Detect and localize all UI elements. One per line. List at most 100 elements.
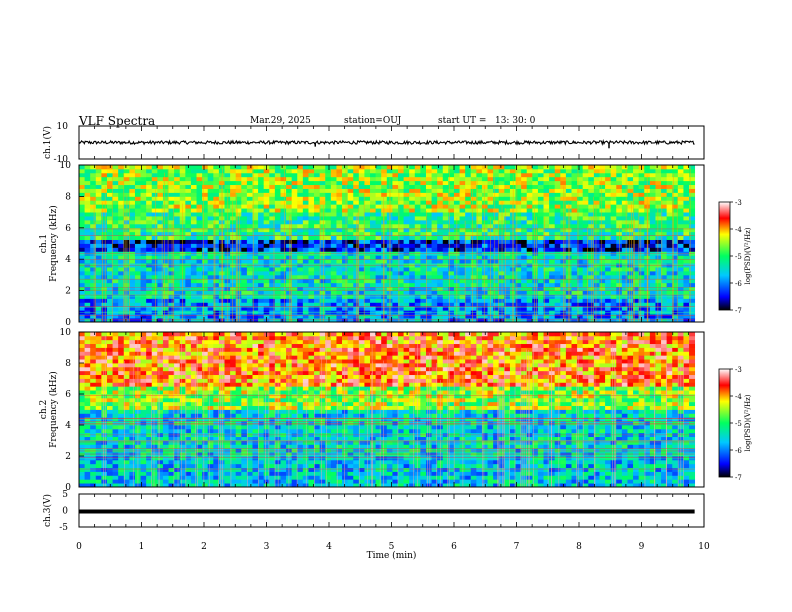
spectrogram-cell xyxy=(431,314,438,319)
spectrogram-cell xyxy=(364,270,371,276)
spectrogram-cell xyxy=(420,188,427,193)
spectrogram-cell xyxy=(129,417,136,422)
spectrogram-cell xyxy=(84,267,91,272)
spectrogram-cell xyxy=(633,278,640,284)
spectrogram-cell xyxy=(465,208,472,213)
spectrogram-cell xyxy=(101,339,108,345)
spectrogram-cell xyxy=(571,231,578,237)
spectrogram-cell xyxy=(621,306,628,311)
spectrogram-cell xyxy=(353,180,360,186)
spectrogram-cell xyxy=(375,243,382,248)
spectrogram-cell xyxy=(666,227,673,233)
spectrogram-cell xyxy=(241,298,248,303)
spectrogram-cell xyxy=(392,255,399,260)
spectrogram-cell xyxy=(84,278,91,284)
spectrogram-cell xyxy=(364,212,371,217)
spectrogram-cell xyxy=(627,290,634,295)
spectrogram-cell xyxy=(420,282,427,288)
spectrogram-cell xyxy=(599,274,606,280)
spectrogram-cell xyxy=(207,208,214,213)
spectrogram-cell xyxy=(112,270,119,276)
spectrogram-cell xyxy=(425,180,432,186)
spectrogram-cell xyxy=(207,243,214,248)
spectrogram-cell xyxy=(610,223,617,229)
spectrogram-cell xyxy=(146,247,153,252)
spectrogram-cell xyxy=(431,318,438,323)
spectrogram-cell xyxy=(370,314,377,319)
spectrogram-cell xyxy=(661,227,668,233)
spectrogram-cell xyxy=(392,278,399,284)
spectrogram-cell xyxy=(151,318,158,323)
spectrogram-cell xyxy=(448,208,455,213)
spectrogram-cell xyxy=(90,339,97,345)
spectrogram-cell xyxy=(90,223,97,229)
spectrogram-cell xyxy=(246,247,253,252)
spectrogram-cell xyxy=(241,274,248,280)
spectrogram-cell xyxy=(683,165,690,170)
spectrogram-cell xyxy=(213,306,220,311)
spectrogram-cell xyxy=(123,456,130,461)
spectrogram-cell xyxy=(280,235,287,240)
spectrogram-cell xyxy=(140,176,147,182)
spectrogram-cell xyxy=(140,456,147,461)
spectrogram-cell xyxy=(79,227,85,233)
spectrogram-cell xyxy=(442,180,449,186)
spectrogram-cell xyxy=(655,204,662,209)
spectrogram-cell xyxy=(140,366,147,372)
spectrogram-cell xyxy=(593,227,600,233)
spectrogram-cell xyxy=(185,235,192,240)
spectrogram-cell xyxy=(543,290,550,295)
spectrogram-cell xyxy=(375,219,382,225)
spectrogram-cell xyxy=(79,219,85,225)
spectrogram-cell xyxy=(448,259,455,264)
spectrogram-cell xyxy=(101,343,108,348)
spectrogram-cell xyxy=(269,302,276,307)
spectrogram-cell xyxy=(403,274,410,280)
spectrogram-cell xyxy=(459,208,466,213)
spectrogram-cell xyxy=(106,370,113,376)
spectrogram-cell xyxy=(274,227,281,233)
spectrogram-cell xyxy=(157,180,164,186)
spectrogram-cell xyxy=(241,223,248,229)
spectrogram-cell xyxy=(95,274,102,280)
spectrogram-cell xyxy=(319,176,326,182)
spectrogram-cell xyxy=(481,274,488,280)
spectrogram-cell xyxy=(297,235,304,240)
spectrogram-cell xyxy=(330,314,337,319)
spectrogram-cell xyxy=(330,302,337,307)
spectrogram-cell xyxy=(448,270,455,276)
spectrogram-cell xyxy=(398,188,405,193)
spectrogram-cell xyxy=(218,314,225,319)
spectrogram-cell xyxy=(398,223,405,229)
spectrogram-cell xyxy=(106,192,113,197)
spectrogram-cell xyxy=(118,184,125,189)
spectrogram-cell xyxy=(95,235,102,240)
spectrogram-cell xyxy=(123,428,130,434)
spectrogram-cell xyxy=(79,343,85,348)
spectrogram-cell xyxy=(196,290,203,295)
spectrogram-cell xyxy=(302,302,309,307)
spectrogram-cell xyxy=(627,270,634,276)
spectrogram-cell xyxy=(672,165,679,170)
spectrogram-cell xyxy=(140,378,147,383)
spectrogram-cell xyxy=(532,180,539,186)
spectrogram-cell xyxy=(297,216,304,221)
spectrogram-cell xyxy=(129,259,136,264)
spectrogram-cell xyxy=(140,270,147,276)
spectrogram-cell xyxy=(425,267,432,272)
spectrogram-cell xyxy=(425,282,432,288)
spectrogram-cell xyxy=(481,172,488,178)
spectrogram-cell xyxy=(302,306,309,311)
spectrogram-cell xyxy=(185,184,192,189)
spectrogram-cell xyxy=(347,208,354,213)
spectrogram-cell xyxy=(493,270,500,276)
spectrogram-cell xyxy=(610,259,617,264)
spectrogram-cell xyxy=(246,165,253,170)
spectrogram-cell xyxy=(235,227,242,233)
spectrogram-cell xyxy=(409,267,416,272)
spectrogram-cell xyxy=(599,184,606,189)
spectrogram-cell xyxy=(398,278,405,284)
spectrogram-cell xyxy=(683,286,690,292)
spectrogram-cell xyxy=(218,267,225,272)
spectrogram-cell xyxy=(308,270,315,276)
